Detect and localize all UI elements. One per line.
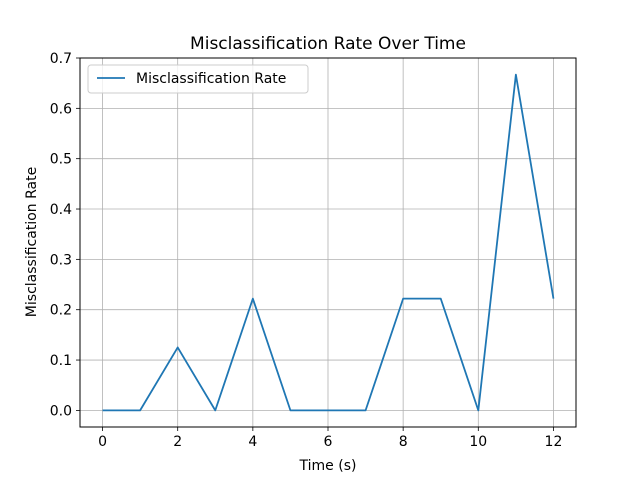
y-tick-label: 0.1 — [50, 353, 72, 369]
legend-box — [87, 64, 309, 94]
x-axis-ticks: 0 2 4 6 8 10 12 — [98, 427, 562, 450]
y-tick-label: 0.2 — [50, 303, 72, 319]
chart-title: Misclassification Rate Over Time — [190, 34, 466, 54]
x-tick-label: 0 — [98, 434, 107, 450]
x-tick-label: 4 — [248, 434, 257, 450]
series-layer — [102, 73, 555, 412]
y-axis-label: Misclassification Rate — [24, 167, 40, 317]
y-tick-label: 0.3 — [50, 252, 72, 268]
legend-label: Misclassification Rate — [136, 71, 286, 87]
x-tick-label: 8 — [399, 434, 408, 450]
x-tick-label: 2 — [173, 434, 182, 450]
y-axis-ticks: 0.0 0.1 0.2 0.3 0.4 0.5 0.6 0.7 — [50, 51, 80, 419]
x-tick-label: 10 — [469, 434, 487, 450]
x-tick-label: 12 — [545, 434, 563, 450]
x-axis-label: Time (s) — [299, 458, 357, 474]
series-line — [102, 73, 555, 412]
y-tick-label: 0.4 — [50, 202, 72, 218]
legend: Misclassification Rate — [87, 64, 309, 94]
y-tick-label: 0.7 — [50, 51, 72, 67]
y-tick-label: 0.0 — [50, 403, 72, 419]
y-tick-label: 0.6 — [50, 101, 72, 117]
y-tick-label: 0.5 — [50, 152, 72, 168]
x-tick-label: 6 — [324, 434, 333, 450]
